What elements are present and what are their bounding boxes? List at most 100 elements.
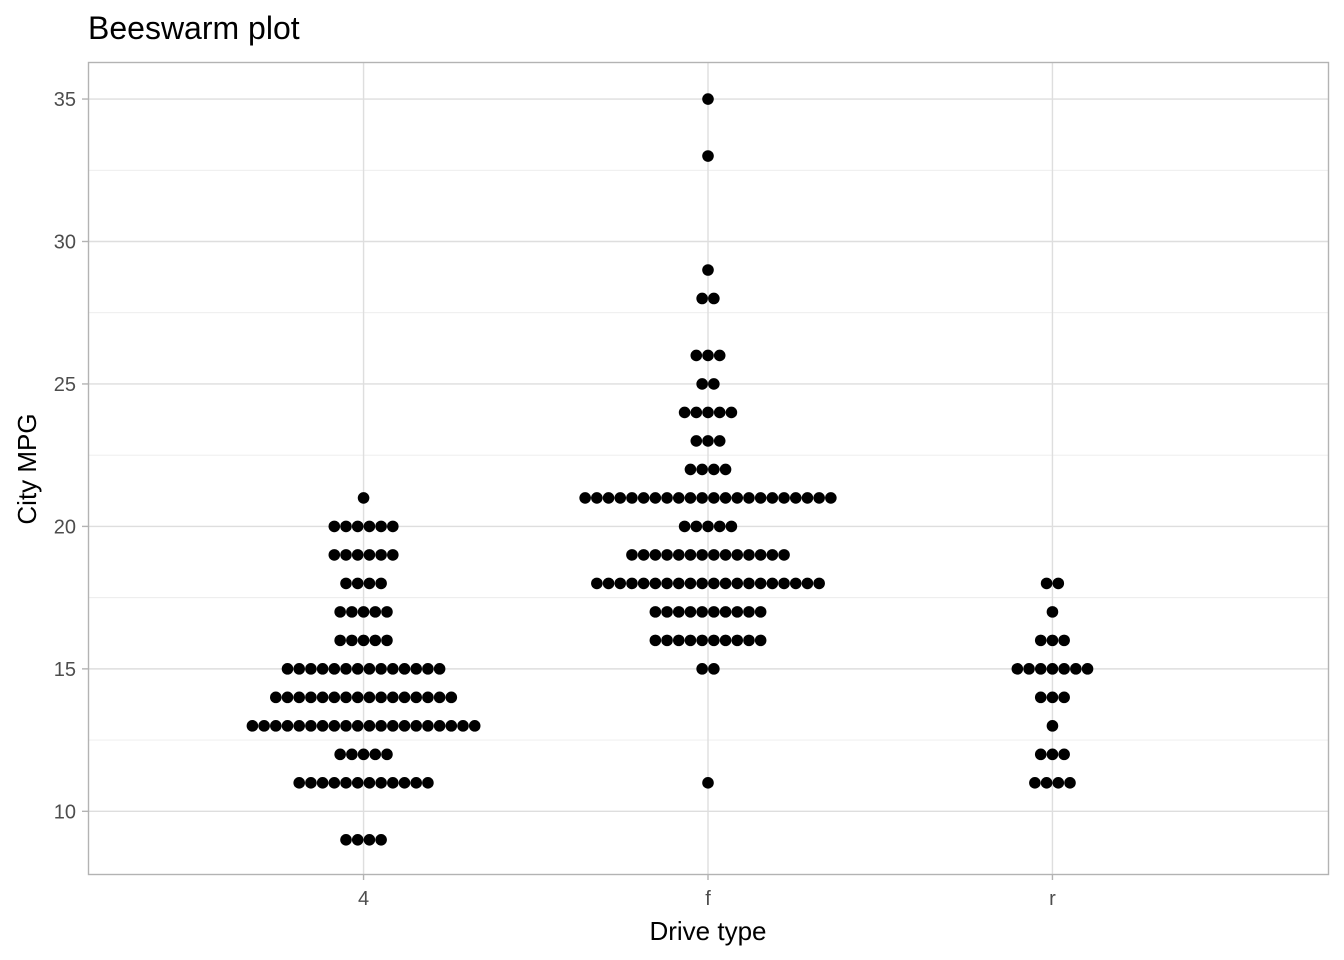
data-point — [708, 606, 720, 618]
data-point — [351, 720, 364, 732]
axis-ticks — [82, 98, 1054, 880]
data-point — [766, 492, 779, 504]
x-axis-title: Drive type — [649, 916, 766, 946]
data-point — [328, 720, 341, 732]
data-point — [398, 663, 411, 675]
data-point — [1081, 663, 1094, 675]
data-point — [410, 777, 423, 789]
data-point — [649, 549, 662, 561]
data-point — [813, 577, 825, 590]
data-point — [696, 577, 708, 590]
data-point — [690, 349, 703, 362]
data-point — [433, 691, 446, 704]
data-point — [708, 463, 720, 476]
data-point — [340, 720, 352, 732]
data-point — [363, 691, 376, 704]
data-point — [316, 663, 329, 675]
data-point — [725, 520, 738, 533]
data-point — [1023, 663, 1035, 675]
data-point — [258, 720, 270, 732]
data-point — [328, 520, 341, 533]
data-point — [381, 634, 393, 647]
data-point — [363, 577, 376, 590]
data-point — [672, 549, 685, 561]
data-point — [340, 549, 352, 561]
data-point — [696, 378, 708, 390]
data-point — [690, 520, 703, 533]
data-point — [293, 691, 306, 704]
data-point — [696, 549, 708, 561]
data-point — [766, 549, 779, 561]
data-point — [346, 634, 358, 647]
data-point — [305, 720, 317, 732]
data-point — [1034, 663, 1047, 675]
data-point — [369, 748, 382, 761]
data-point — [1034, 634, 1047, 647]
data-point — [708, 549, 720, 561]
data-point — [375, 577, 387, 590]
data-point — [684, 492, 697, 504]
data-point — [614, 577, 627, 590]
data-point — [731, 634, 744, 647]
data-point — [684, 577, 697, 590]
data-point — [340, 577, 352, 590]
data-point — [328, 777, 341, 789]
data-point — [281, 663, 294, 675]
data-point — [1040, 777, 1053, 789]
data-point — [696, 463, 708, 476]
data-point — [422, 720, 434, 732]
data-point — [649, 577, 662, 590]
chart-title: Beeswarm plot — [88, 10, 300, 46]
data-point — [1052, 777, 1065, 789]
data-point — [690, 406, 703, 419]
data-point — [1046, 634, 1059, 647]
data-point — [708, 634, 720, 647]
y-tick-label: 15 — [54, 659, 76, 681]
data-point — [672, 492, 685, 504]
data-point — [410, 720, 423, 732]
data-point — [684, 606, 697, 618]
data-point — [696, 606, 708, 618]
data-point — [351, 577, 364, 590]
data-point — [1058, 663, 1070, 675]
data-point — [702, 777, 714, 789]
y-tick-label: 30 — [54, 231, 76, 253]
x-axis-tick-labels: 4 f r — [358, 888, 1056, 910]
data-point — [351, 520, 364, 533]
data-point — [778, 577, 790, 590]
data-point — [1029, 777, 1041, 789]
data-point — [626, 492, 638, 504]
data-point — [363, 663, 376, 675]
data-point — [375, 777, 387, 789]
data-point — [340, 663, 352, 675]
data-point — [743, 492, 755, 504]
data-point — [340, 691, 352, 704]
grid-lines — [88, 62, 1328, 874]
data-point — [672, 577, 685, 590]
data-point — [719, 492, 732, 504]
data-point — [1058, 748, 1070, 761]
data-point — [708, 292, 720, 305]
data-point — [422, 663, 434, 675]
data-point — [375, 834, 387, 846]
data-point — [1052, 577, 1065, 590]
data-point — [649, 492, 662, 504]
data-point — [661, 492, 673, 504]
data-point — [778, 549, 790, 561]
data-point — [591, 492, 603, 504]
data-point — [719, 549, 732, 561]
data-point — [293, 663, 306, 675]
data-point — [719, 634, 732, 647]
data-point — [696, 292, 708, 305]
data-point — [369, 634, 382, 647]
data-point — [346, 606, 358, 618]
data-point — [293, 720, 306, 732]
data-point — [445, 720, 458, 732]
data-point — [1040, 577, 1053, 590]
data-point — [422, 691, 434, 704]
data-point — [363, 520, 376, 533]
data-point — [789, 577, 802, 590]
y-tick-label: 25 — [54, 374, 76, 396]
